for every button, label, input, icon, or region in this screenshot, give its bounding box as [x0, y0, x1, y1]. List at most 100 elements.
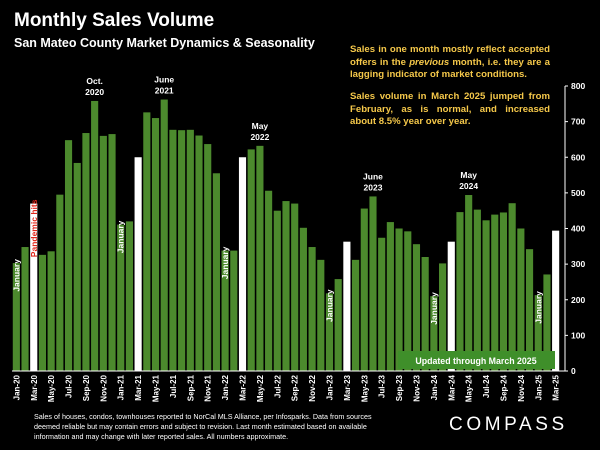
note-paragraph-2: Sales volume in March 2025 jumped from F… — [350, 90, 550, 128]
bar-Jun-24 — [473, 209, 481, 371]
y-tick-label: 0 — [571, 366, 576, 376]
annotation-label: January — [11, 259, 21, 292]
bar-Jul-24 — [482, 220, 490, 371]
bar-Feb-21 — [125, 221, 133, 372]
bar-Sep-22 — [291, 203, 299, 371]
bar-Jul-21 — [169, 129, 177, 371]
update-banner-box — [398, 351, 555, 369]
x-tick-label: Jul-23 — [378, 374, 387, 398]
bar-Jan-23 — [325, 293, 334, 371]
x-tick-label: Nov-24 — [517, 374, 526, 401]
y-tick-label: 700 — [571, 117, 585, 127]
x-tick-label: Jan-21 — [117, 374, 126, 400]
x-tick-label: Sep-23 — [395, 374, 404, 401]
bar-Jun-20 — [56, 194, 64, 371]
bar-Oct-20 — [91, 100, 99, 372]
x-axis: Jan-20 Mar-20 May-20 Jul-20 Sep-20 Nov-20 Jan-… — [12, 370, 565, 402]
y-tick-label: 400 — [571, 224, 585, 234]
x-tick-label: May-22 — [256, 374, 265, 402]
bar-Jun-21 — [160, 99, 168, 371]
bar-Apr-22 — [247, 149, 255, 371]
y-tick-label: 800 — [571, 81, 585, 91]
y-axis: 0 100 200 300 400 500 600 700 800 — [564, 81, 585, 376]
x-tick-label: Jan-20 — [12, 374, 21, 400]
annotation-label: January — [324, 289, 334, 322]
bar-Aug-21 — [178, 130, 186, 371]
bar-Nov-20 — [99, 135, 107, 372]
update-banner-text: Updated through March 2025 — [415, 356, 536, 366]
bar-Aug-23 — [386, 222, 394, 371]
x-tick-label: May-21 — [152, 374, 161, 402]
x-tick-label: May-24 — [465, 374, 474, 402]
bar-Mar-20 — [30, 203, 38, 371]
bar-Apr-21 — [143, 112, 151, 372]
bar-May-22 — [256, 145, 264, 371]
y-tick-label: 100 — [571, 330, 585, 340]
x-tick-label: Jul-20 — [65, 374, 74, 398]
bar-Jan-20 — [12, 263, 20, 371]
bar-Jan-21 — [117, 224, 125, 371]
x-tick-label: Nov-20 — [99, 374, 108, 401]
annotation-label: January — [533, 291, 543, 324]
bar-Mar-23 — [343, 241, 351, 371]
x-tick-label: Mar-25 — [552, 374, 561, 400]
x-tick-label: Mar-24 — [447, 374, 456, 400]
bars-layer — [12, 99, 560, 372]
bar-Jan-25 — [534, 295, 542, 371]
bar-Sep-21 — [186, 129, 194, 371]
x-tick-label: Jan-24 — [430, 374, 439, 400]
x-tick-label: Jan-22 — [221, 374, 230, 400]
bar-Mar-24 — [447, 241, 455, 371]
bar-Mar-25 — [552, 230, 560, 371]
bar-May-23 — [360, 208, 368, 371]
source-footnote: Sales of houses, condos, townhouses repo… — [34, 412, 372, 441]
chart-subtitle: San Mateo County Market Dynamics & Seaso… — [14, 36, 315, 50]
bar-May-20 — [47, 251, 55, 371]
bar-Feb-23 — [334, 279, 342, 371]
chart-title: Monthly Sales Volume — [14, 10, 215, 31]
bar-Aug-22 — [282, 201, 290, 371]
annotation-label: Oct. 2020 — [85, 76, 104, 97]
bar-Aug-24 — [491, 214, 499, 371]
x-tick-label: Jul-21 — [169, 374, 178, 398]
x-tick-label: Sep-21 — [186, 374, 195, 401]
x-tick-label: Mar-22 — [239, 374, 248, 400]
x-tick-label: Nov-23 — [412, 374, 421, 401]
x-tick-label: Mar-21 — [134, 374, 143, 400]
x-tick-label: May-20 — [47, 374, 56, 402]
bar-Mar-22 — [238, 157, 247, 371]
bar-Jan-22 — [221, 250, 229, 371]
bar-Sep-20 — [82, 133, 90, 371]
bar-Oct-24 — [508, 203, 516, 371]
bar-Mar-21 — [134, 157, 142, 371]
commentary-note: Sales in one month mostly reflect accept… — [350, 44, 550, 138]
bar-Nov-23 — [412, 244, 421, 371]
note-paragraph-1: Sales in one month mostly reflect accept… — [350, 44, 550, 81]
y-tick-label: 300 — [571, 259, 585, 269]
update-banner: Updated through March 2025 — [398, 351, 555, 369]
bar-Dec-24 — [525, 249, 534, 371]
bar-Dec-22 — [317, 259, 325, 371]
x-tick-label: Mar-23 — [343, 374, 352, 400]
annotation-label: January — [116, 220, 126, 253]
bar-Nov-24 — [517, 228, 525, 371]
bar-Feb-25 — [543, 274, 551, 371]
bar-Apr-20 — [38, 254, 47, 371]
bar-Apr-23 — [352, 259, 360, 371]
bar-Jun-22 — [265, 190, 273, 371]
bar-Nov-22 — [308, 247, 316, 371]
x-tick-label: Jul-24 — [482, 374, 491, 398]
annotation-label: May 2022 — [250, 121, 269, 142]
bar-Oct-22 — [299, 227, 307, 371]
x-tick-label: Sep-20 — [82, 374, 91, 401]
y-tick-label: 500 — [571, 188, 585, 198]
bar-Feb-22 — [230, 250, 238, 371]
bar-Oct-21 — [195, 135, 203, 371]
bar-Feb-20 — [21, 247, 29, 371]
bar-Nov-21 — [204, 144, 212, 371]
annotation-label: May 2024 — [459, 170, 478, 191]
compass-logo: COMPASS — [449, 414, 568, 435]
x-tick-label: Jan-25 — [534, 374, 543, 400]
x-tick-label: Sep-22 — [291, 374, 300, 401]
